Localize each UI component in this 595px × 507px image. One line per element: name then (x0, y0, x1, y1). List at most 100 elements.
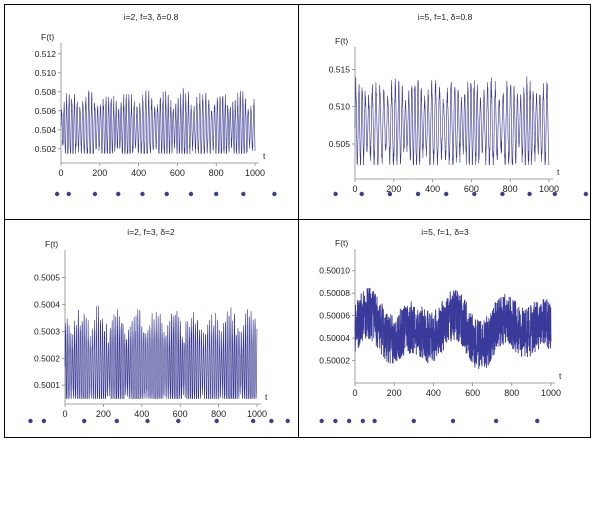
marker-dot (176, 418, 181, 424)
marker-dot (82, 418, 87, 424)
x-tick-label: 800 (504, 388, 519, 398)
y-tick-label: 0.50004 (319, 333, 350, 343)
x-tick-label: 1000 (247, 409, 267, 419)
x-tick-label: 1000 (245, 168, 265, 178)
marker-dot (472, 191, 477, 197)
marker-dot (241, 191, 246, 197)
marker-dot (140, 191, 145, 197)
marker-dot (272, 191, 277, 197)
x-tick-label: 800 (211, 409, 226, 419)
series-line (64, 305, 258, 399)
y-tick-label: 0.512 (35, 49, 57, 59)
marker-dot (387, 191, 393, 197)
panel-title: i=5, f=1, δ=0.8 (417, 12, 473, 22)
marker-dot (333, 418, 338, 424)
y-tick-label: 0.515 (329, 64, 351, 74)
y-tick-label: 0.505 (329, 139, 351, 149)
x-tick-label: 400 (134, 409, 149, 419)
x-tick-label: 0 (352, 184, 357, 194)
marker-dot (28, 418, 33, 424)
marker-dot (214, 191, 219, 197)
y-tick-label: 0.5002 (34, 353, 60, 363)
y-tick-label: 0.510 (329, 102, 351, 112)
y-tick-label: 0.5003 (34, 326, 60, 336)
x-tick-label: 400 (425, 184, 440, 194)
marker-dot (372, 418, 377, 424)
marker-dot (500, 191, 505, 197)
grid-divider-vertical (298, 5, 299, 437)
figure-grid: i=2, f=3, δ=0.8 0 200 400 600 800 1000 0.502 0.… (4, 4, 591, 438)
chart-svg: 0 200 400 600 800 1000 0.5001 0.5002 0.5003 0.500… (28, 239, 290, 424)
marker-dot (535, 418, 540, 424)
x-axis-label: t (263, 151, 266, 161)
x-axis-label: t (557, 167, 560, 177)
marker-dot (346, 418, 352, 424)
marker-dot (583, 191, 589, 197)
chart-svg: 0 200 400 600 800 1000 0.50002 0.50004 0.50006 0.… (319, 238, 562, 424)
x-tick-label: 1000 (539, 184, 559, 194)
marker-dot (493, 418, 499, 424)
x-tick-label: 200 (387, 388, 402, 398)
y-tick-label: 0.5001 (34, 380, 60, 390)
series-line (60, 88, 256, 155)
x-tick-label: 600 (465, 388, 480, 398)
series-line (354, 287, 552, 370)
x-tick-label: 400 (131, 168, 146, 178)
marker-dot (360, 418, 366, 424)
y-axis-label: F(t) (45, 239, 58, 249)
marker-dot (333, 191, 338, 197)
marker-dot (319, 418, 324, 424)
x-tick-label: 600 (464, 184, 479, 194)
marker-dot (450, 418, 456, 424)
marker-dot (66, 191, 71, 197)
marker-dot (92, 191, 98, 197)
marker-dot (214, 418, 219, 424)
y-tick-label: 0.510 (35, 68, 57, 78)
y-tick-label: 0.502 (35, 144, 57, 154)
panel-title: i=5, f=1, δ=3 (421, 227, 469, 237)
x-tick-label: 200 (92, 168, 107, 178)
marker-dot (443, 191, 449, 197)
series-line (354, 76, 550, 166)
marker-dot (415, 191, 421, 197)
marker-dot (116, 191, 121, 197)
marker-dot (250, 418, 256, 424)
marker-dot (54, 191, 60, 197)
x-tick-label: 0 (352, 388, 357, 398)
y-tick-label: 0.50002 (319, 356, 350, 366)
panel-title: i=2, f=3, δ=0.8 (123, 12, 179, 22)
x-tick-label: 600 (173, 409, 188, 419)
y-tick-label: 0.504 (35, 125, 57, 135)
x-tick-label: 800 (209, 168, 224, 178)
x-tick-label: 600 (170, 168, 185, 178)
marker-dot (41, 418, 47, 424)
y-tick-label: 0.5005 (34, 273, 60, 283)
marker-dot (552, 191, 558, 197)
y-tick-label: 0.50006 (319, 311, 350, 321)
panel-top-left: i=2, f=3, δ=0.8 0 200 400 600 800 1000 0.502 0.… (5, 5, 297, 219)
y-tick-label: 0.506 (35, 106, 57, 116)
panel-bottom-left: i=2, f=3, δ=2 0 200 400 600 800 1000 0.5001 0.5… (5, 220, 297, 434)
grid-divider-horizontal (5, 219, 590, 220)
x-axis-label: t (559, 371, 562, 381)
x-axis-label: t (265, 392, 268, 402)
x-tick-label: 800 (503, 184, 518, 194)
x-tick-label: 400 (426, 388, 441, 398)
x-tick-label: 200 (96, 409, 111, 419)
x-tick-label: 0 (62, 409, 67, 419)
marker-dot (285, 418, 290, 424)
y-tick-label: 0.508 (35, 87, 57, 97)
y-axis-label: F(t) (335, 36, 348, 46)
marker-dot (145, 418, 150, 424)
x-tick-label: 200 (386, 184, 401, 194)
marker-dot (114, 418, 120, 424)
chart-svg: 0 200 400 600 800 1000 0.502 0.504 0.506 0.508 0.5… (35, 32, 277, 197)
x-tick-label: 1000 (541, 388, 561, 398)
panel-title: i=2, f=3, δ=2 (127, 227, 175, 237)
y-tick-label: 0.50010 (319, 266, 350, 276)
x-tick-label: 0 (58, 168, 63, 178)
marker-dot (411, 418, 416, 424)
y-axis-label: F(t) (41, 32, 54, 42)
y-axis-label: F(t) (335, 238, 348, 248)
marker-dot (359, 191, 364, 197)
